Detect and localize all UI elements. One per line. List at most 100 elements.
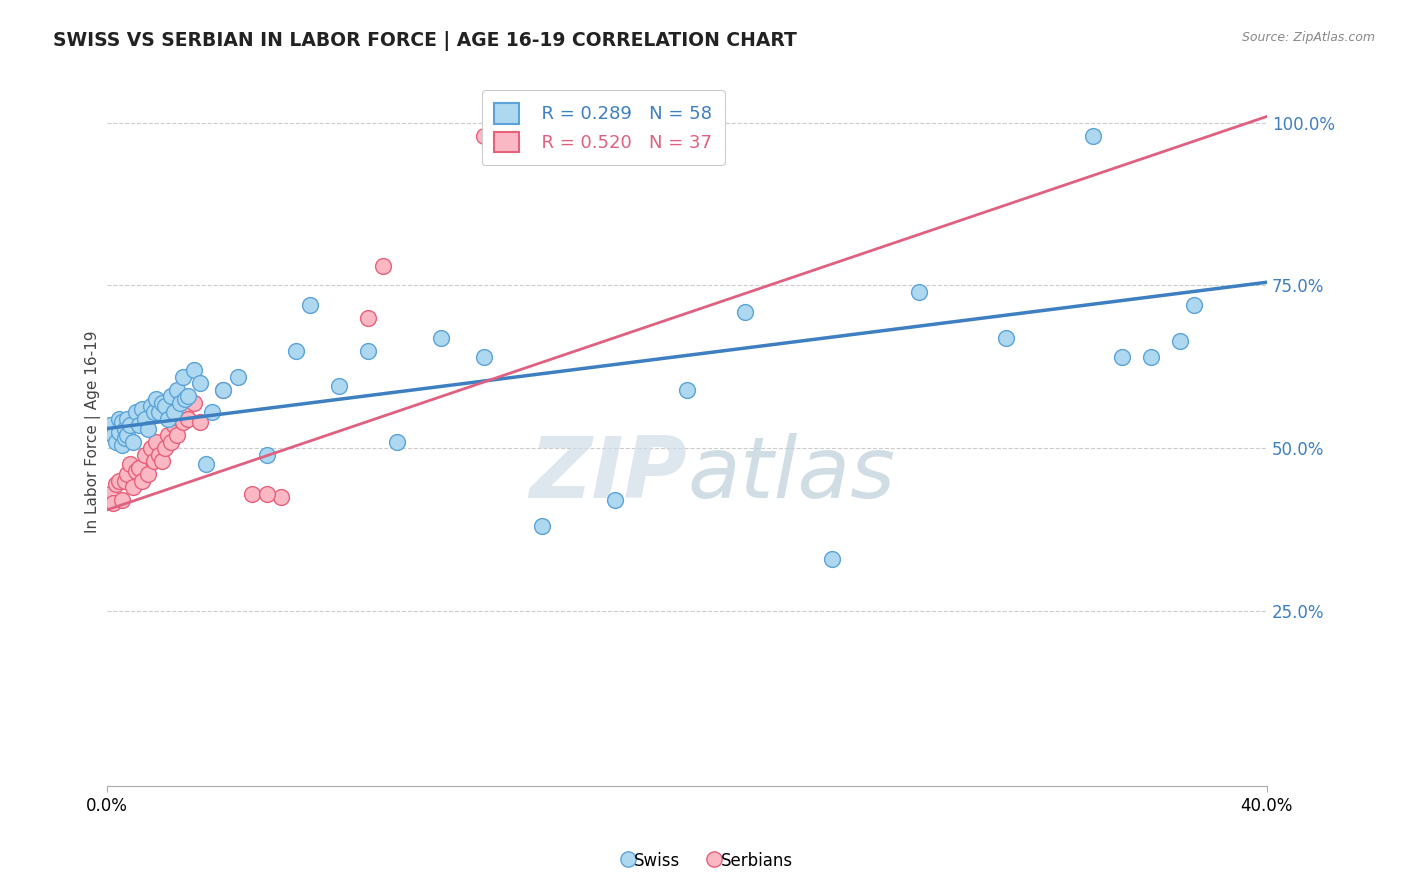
Point — [134, 411, 156, 425]
Point — [284, 343, 307, 358]
Point — [1168, 334, 1191, 348]
Point — [240, 486, 263, 500]
Point — [194, 458, 217, 472]
Point — [357, 343, 380, 358]
Point — [107, 411, 129, 425]
Point — [183, 363, 205, 377]
Point — [134, 448, 156, 462]
Point — [169, 395, 191, 409]
Point — [157, 411, 180, 425]
Point — [163, 418, 186, 433]
Point — [676, 383, 699, 397]
Point — [160, 434, 183, 449]
Point — [107, 474, 129, 488]
Point — [153, 399, 176, 413]
Point — [150, 395, 173, 409]
Point — [328, 379, 350, 393]
Point — [111, 415, 134, 429]
Point — [139, 399, 162, 413]
Point — [98, 418, 121, 433]
Point — [101, 428, 124, 442]
Point — [174, 405, 197, 419]
Legend: Swiss, Serbians: Swiss, Serbians — [621, 846, 799, 877]
Point — [122, 434, 145, 449]
Point — [125, 405, 148, 419]
Point — [531, 519, 554, 533]
Point — [226, 369, 249, 384]
Point — [107, 425, 129, 439]
Point — [357, 311, 380, 326]
Point — [98, 486, 121, 500]
Point — [163, 405, 186, 419]
Point — [734, 304, 756, 318]
Point — [256, 486, 278, 500]
Point — [150, 454, 173, 468]
Point — [472, 128, 495, 143]
Point — [1184, 298, 1206, 312]
Point — [128, 460, 150, 475]
Point — [131, 474, 153, 488]
Text: atlas: atlas — [688, 433, 896, 516]
Point — [125, 464, 148, 478]
Point — [136, 467, 159, 481]
Point — [122, 480, 145, 494]
Point — [136, 421, 159, 435]
Point — [111, 493, 134, 508]
Point — [120, 458, 142, 472]
Point — [172, 415, 194, 429]
Point — [270, 490, 292, 504]
Point — [908, 285, 931, 299]
Point — [994, 330, 1017, 344]
Point — [145, 434, 167, 449]
Point — [128, 418, 150, 433]
Point — [145, 392, 167, 407]
Y-axis label: In Labor Force | Age 16-19: In Labor Force | Age 16-19 — [86, 331, 101, 533]
Point — [104, 434, 127, 449]
Point — [821, 551, 844, 566]
Point — [188, 415, 211, 429]
Point — [114, 421, 136, 435]
Text: SWISS VS SERBIAN IN LABOR FORCE | AGE 16-19 CORRELATION CHART: SWISS VS SERBIAN IN LABOR FORCE | AGE 16… — [53, 31, 797, 51]
Point — [183, 395, 205, 409]
Point — [172, 369, 194, 384]
Point — [117, 428, 139, 442]
Point — [603, 493, 626, 508]
Point — [1111, 350, 1133, 364]
Point — [148, 448, 170, 462]
Point — [166, 428, 188, 442]
Legend:   R = 0.289   N = 58,   R = 0.520   N = 37: R = 0.289 N = 58, R = 0.520 N = 37 — [481, 90, 725, 165]
Point — [177, 389, 200, 403]
Point — [371, 259, 394, 273]
Point — [177, 411, 200, 425]
Point — [104, 476, 127, 491]
Point — [200, 405, 222, 419]
Text: Source: ZipAtlas.com: Source: ZipAtlas.com — [1241, 31, 1375, 45]
Point — [111, 438, 134, 452]
Point — [1081, 128, 1104, 143]
Point — [188, 376, 211, 390]
Point — [174, 392, 197, 407]
Point — [212, 383, 235, 397]
Point — [101, 496, 124, 510]
Point — [142, 454, 165, 468]
Point — [1140, 350, 1163, 364]
Point — [472, 350, 495, 364]
Point — [120, 418, 142, 433]
Text: ZIP: ZIP — [530, 433, 688, 516]
Point — [166, 383, 188, 397]
Point — [429, 330, 451, 344]
Point — [142, 405, 165, 419]
Point — [117, 467, 139, 481]
Point — [153, 441, 176, 455]
Point — [148, 405, 170, 419]
Point — [117, 411, 139, 425]
Point — [299, 298, 322, 312]
Point — [114, 474, 136, 488]
Point — [212, 383, 235, 397]
Point — [114, 431, 136, 445]
Point — [139, 441, 162, 455]
Point — [131, 402, 153, 417]
Point — [256, 448, 278, 462]
Point — [157, 428, 180, 442]
Point — [385, 434, 408, 449]
